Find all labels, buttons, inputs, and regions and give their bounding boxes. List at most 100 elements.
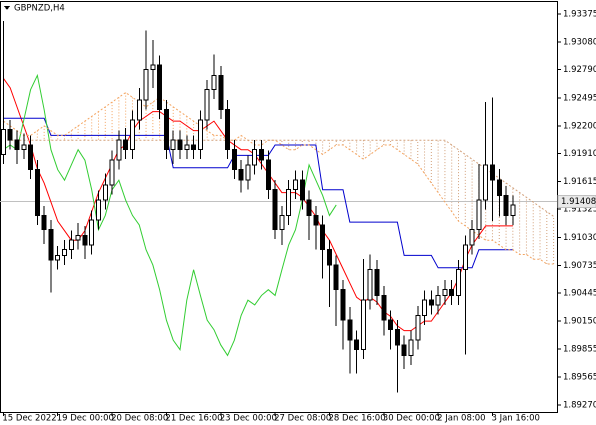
candle-body [415, 314, 421, 341]
candle-body [89, 219, 95, 246]
candle-body [367, 269, 373, 301]
y-tick-label: 1.91325 [563, 205, 596, 215]
candle-body [510, 204, 516, 216]
candle-body [435, 294, 441, 306]
x-tick-label: 28 Dec 16:00 [328, 414, 385, 424]
y-tick-label: 1.92790 [563, 65, 596, 75]
candle-body [503, 194, 509, 216]
candle-body [55, 254, 61, 261]
candle-body [401, 344, 407, 356]
candle-body [259, 149, 265, 161]
candle-body [489, 164, 495, 181]
candle-body [21, 144, 27, 151]
candle-body [340, 289, 346, 321]
current-price-box [557, 194, 596, 208]
x-tick-label: 15 Dec 2022 [2, 414, 56, 424]
candle-body [265, 159, 271, 191]
candle-body [7, 129, 13, 141]
candle-body [326, 249, 332, 266]
candle-body [408, 339, 414, 356]
candle-body [245, 164, 251, 181]
candle-body [422, 299, 428, 316]
candle-body [75, 234, 81, 241]
candle-body [177, 139, 183, 151]
x-tick-label: 2 Jan 08:00 [437, 414, 485, 424]
candle-body [313, 214, 319, 226]
y-tick-label: 1.91030 [563, 233, 596, 243]
y-tick-label: 1.89855 [563, 345, 596, 355]
candle-body [41, 214, 47, 231]
candle-body [252, 149, 258, 166]
x-tick-label: 30 Dec 00:00 [383, 414, 440, 424]
candle-body [476, 199, 482, 231]
y-tick-label: 1.92495 [563, 93, 596, 103]
candle-body [347, 319, 353, 341]
y-tick-label: 1.90735 [563, 261, 596, 271]
y-tick-label: 1.90150 [563, 317, 596, 327]
candle-body [306, 199, 312, 216]
candle-body [136, 99, 142, 121]
candle-body [231, 149, 237, 171]
candle-body [102, 184, 108, 201]
x-tick-label: 27 Dec 08:00 [274, 414, 331, 424]
candle-body [0, 129, 6, 155]
y-tick-label: 1.91910 [563, 149, 596, 159]
candle-body [299, 179, 305, 201]
y-tick-label: 1.92200 [563, 121, 596, 131]
candle-body [462, 244, 468, 271]
candle-body [320, 224, 326, 251]
candle-body [428, 299, 434, 306]
candle-body [449, 289, 455, 296]
x-tick-label: 19 Dec 00:00 [57, 414, 114, 424]
candle-body [34, 169, 40, 216]
candle-body [292, 179, 298, 191]
candle-body [238, 169, 244, 181]
candle-body [469, 229, 475, 246]
indicator-line [3, 73, 337, 357]
candle-body [62, 249, 68, 256]
candle-body [442, 289, 448, 296]
candle-body [197, 119, 203, 151]
candle-body [279, 214, 285, 231]
candle-body [211, 74, 217, 91]
candle-body [82, 234, 88, 246]
current-price-label: 1.91408 [561, 197, 596, 207]
candle-body [123, 139, 129, 151]
candle-body [286, 189, 292, 216]
candle-body [272, 189, 278, 231]
candle-body [360, 299, 366, 351]
candle-body [483, 164, 489, 201]
candle-body [184, 144, 190, 151]
candle-body [218, 74, 224, 111]
candle-body [68, 239, 74, 251]
x-tick-label: 23 Dec 00:00 [220, 414, 277, 424]
candle-body [143, 69, 149, 101]
x-tick-label: 3 Jan 16:00 [491, 414, 539, 424]
chart-title: GBPNZD,H4 [14, 4, 65, 14]
candle-body [109, 159, 115, 186]
candle-body [14, 139, 20, 151]
candle-body [95, 199, 101, 221]
indicator-line [2, 77, 513, 332]
menu-arrow[interactable] [4, 6, 10, 10]
y-tick-label: 1.91615 [563, 177, 596, 187]
candle-body [191, 144, 197, 151]
x-tick-label: 21 Dec 16:00 [165, 414, 222, 424]
y-tick-label: 1.89270 [563, 400, 596, 410]
candle-body [48, 229, 54, 261]
candle-body [150, 64, 156, 71]
candle-body [496, 179, 502, 196]
x-tick-label: 20 Dec 08:00 [111, 414, 168, 424]
y-tick-label: 1.90445 [563, 289, 596, 299]
y-tick-label: 1.93080 [563, 38, 596, 48]
candle-body [204, 89, 210, 121]
cloud-span [3, 91, 554, 265]
candle-body [28, 144, 34, 171]
candle-body [170, 139, 176, 151]
indicator-line [3, 117, 513, 269]
candle-body [394, 329, 400, 346]
candle-body [225, 109, 231, 151]
candle-body [388, 319, 394, 331]
candle-body [456, 269, 462, 296]
